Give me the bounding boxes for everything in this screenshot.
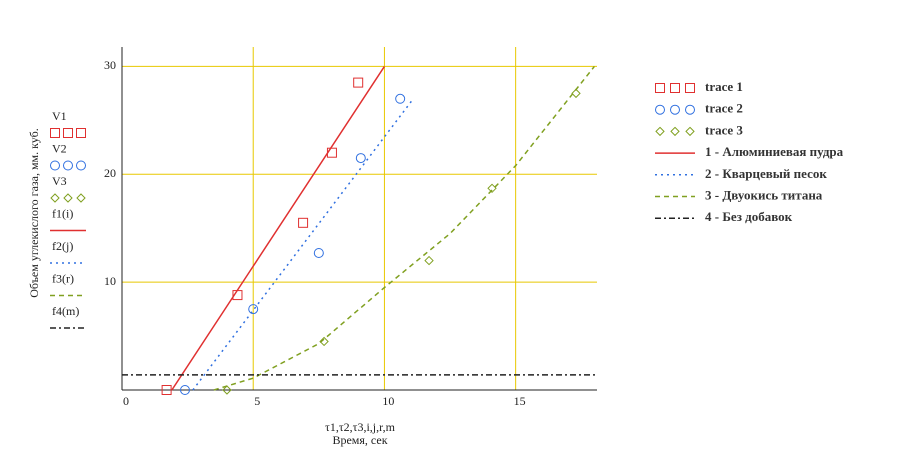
data-point (313, 248, 324, 259)
data-point (353, 77, 364, 88)
x-tick-label: 5 (254, 394, 260, 408)
x-axis-label: Время, сек (332, 433, 387, 447)
data-point (161, 385, 172, 395)
series-line (213, 65, 595, 391)
x-tick-label: 0 (123, 394, 129, 408)
legend-swatch (670, 104, 680, 115)
legend-swatch (76, 193, 86, 203)
y-variable-label: V3 (52, 174, 67, 188)
y-variable-label: f3(r) (52, 271, 74, 285)
x-tick-label: 15 (514, 394, 526, 408)
data-point (424, 255, 434, 266)
legend-swatch (655, 83, 665, 93)
legend-swatch (76, 160, 86, 171)
series-line (171, 66, 386, 391)
legend-swatch (50, 160, 60, 171)
data-point (298, 217, 309, 228)
data-point (319, 336, 329, 347)
legend-label: 4 - Без добавок (705, 209, 793, 224)
legend-swatch (63, 128, 73, 138)
x-tick-label: 10 (382, 394, 394, 408)
y-variable-label: f4(m) (52, 304, 79, 318)
legend-label: 3 - Двуокись титана (705, 187, 823, 202)
x-axis-variables: τ1,τ2,τ3,i,j,r,m (325, 420, 396, 434)
legend-swatch (63, 160, 73, 171)
legend-swatch (685, 104, 695, 115)
data-point (179, 385, 190, 395)
legend-swatch (670, 83, 680, 93)
legend-swatch (670, 126, 680, 137)
legend-label: trace 2 (705, 101, 743, 116)
legend-label: 2 - Кварцевый песок (705, 166, 827, 181)
legend-swatch (655, 126, 665, 137)
data-point (326, 147, 337, 158)
y-variable-label: f1(i) (52, 206, 73, 220)
legend-label: trace 3 (705, 122, 743, 137)
legend-swatch (655, 104, 665, 115)
legend-swatch (685, 83, 695, 93)
data-point (395, 93, 406, 104)
data-point (571, 88, 581, 99)
legend-swatch (50, 193, 60, 203)
y-tick-label: 20 (104, 166, 116, 180)
y-tick-label: 10 (104, 274, 116, 288)
y-variable-label: V1 (52, 109, 67, 123)
y-axis-label: Объем углекислого газа, мм. куб. (27, 128, 41, 298)
legend-swatch (685, 126, 695, 137)
legend-label: trace 1 (705, 79, 743, 94)
legend-label: 1 - Алюминиевая пудра (705, 144, 844, 159)
data-point (248, 304, 259, 315)
data-point (355, 153, 366, 164)
legend-swatch (63, 193, 73, 203)
data-point (222, 385, 232, 395)
y-variable-label: V2 (52, 141, 67, 155)
legend-swatch (50, 128, 60, 138)
series-line (192, 98, 414, 391)
y-variable-label: f2(j) (52, 239, 73, 253)
legend-swatch (76, 128, 86, 138)
y-tick-label: 30 (104, 58, 116, 72)
